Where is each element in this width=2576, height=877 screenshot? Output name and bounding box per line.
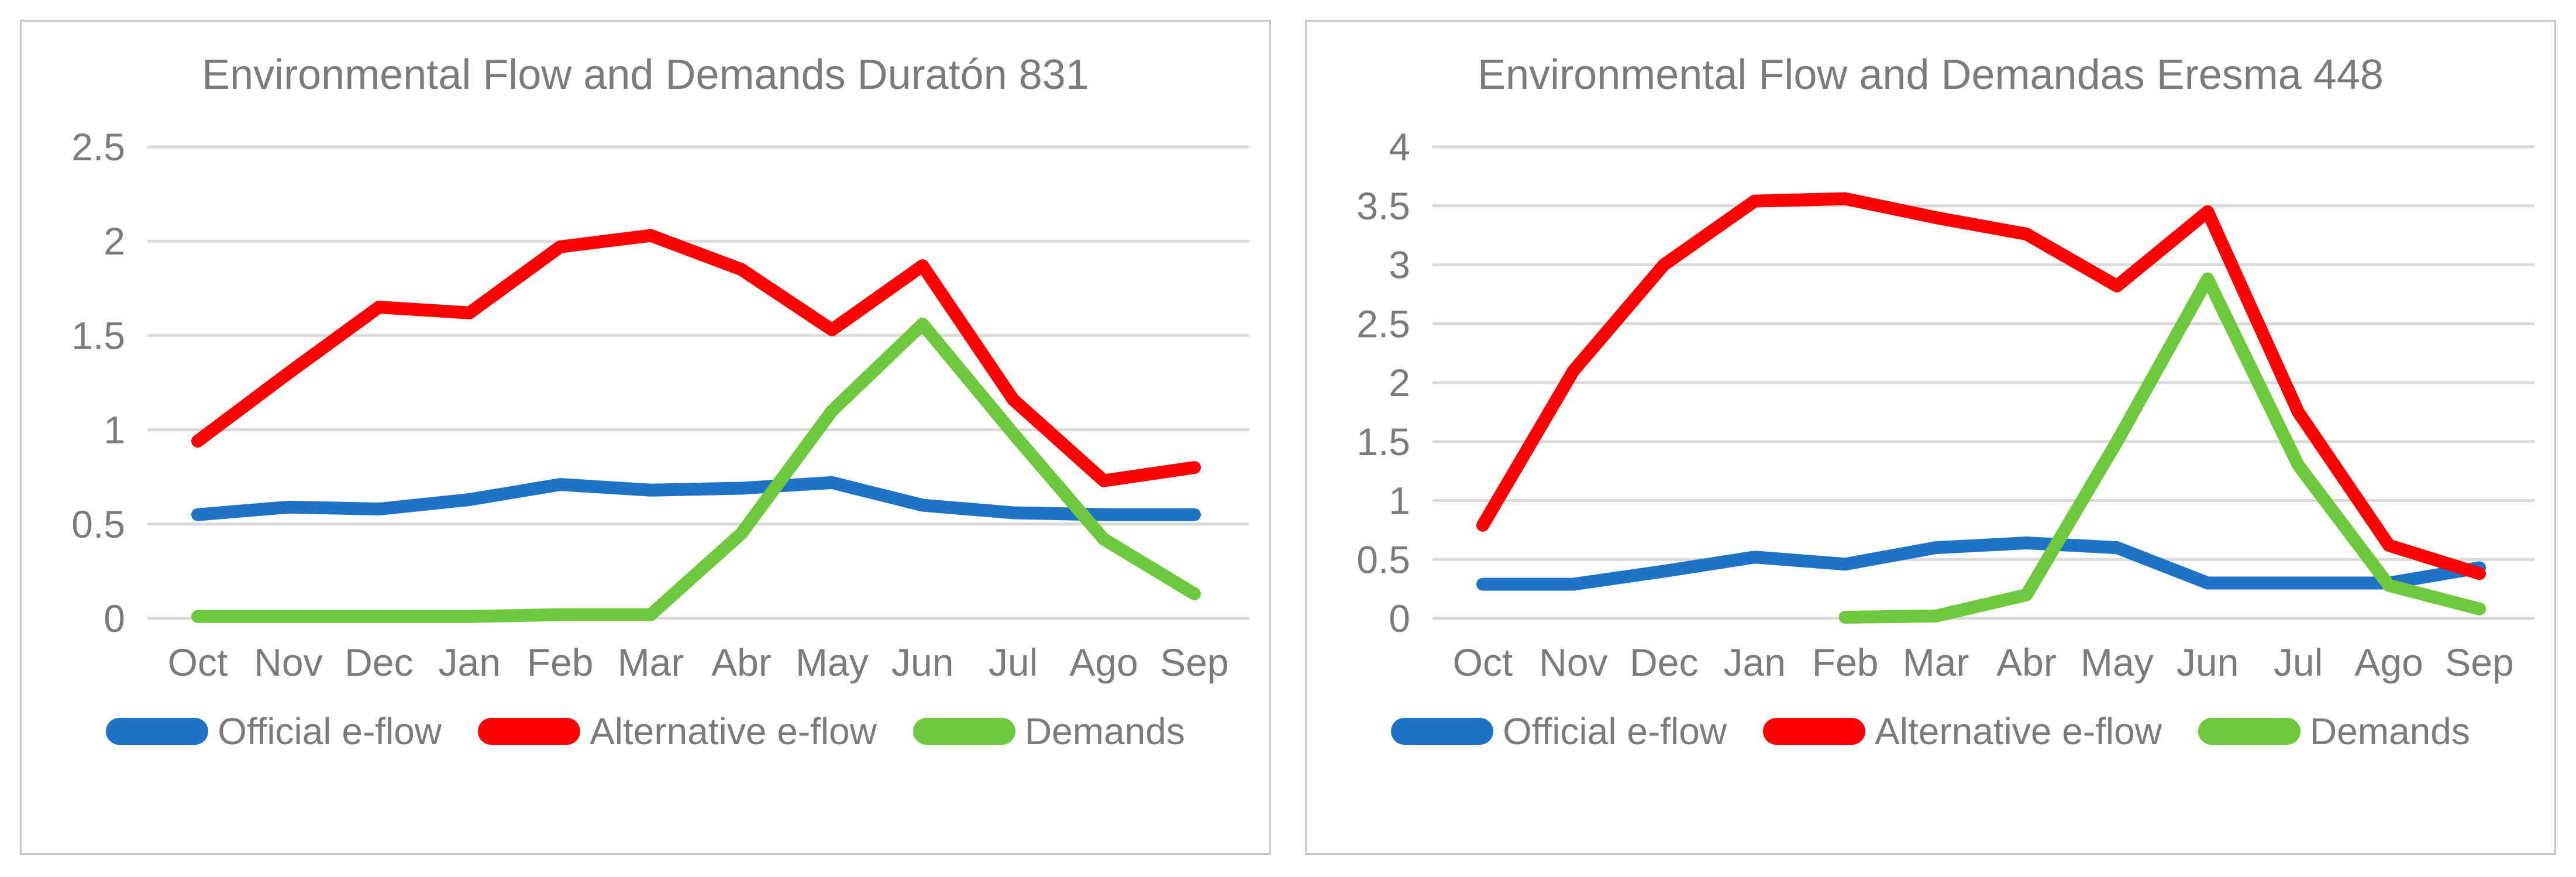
legend-label: Demands xyxy=(1024,710,1185,752)
legend-item-alternative-eflow[interactable]: Alternative e-flow xyxy=(478,710,877,753)
x-tick-label: Jan xyxy=(1723,641,1785,684)
y-tick-label: 2 xyxy=(104,219,125,263)
x-tick-label: Feb xyxy=(526,641,593,684)
series-line-demands xyxy=(191,318,1201,623)
legend-label: Official e-flow xyxy=(218,710,442,752)
y-tick-label: 0.5 xyxy=(71,503,125,546)
x-tick-label: Sep xyxy=(1160,641,1228,684)
plot-area[interactable]: 0 0.5 1 1.5 2 2.5 Oct Nov Dec Jan Feb Mar Abr May Jun J… xyxy=(23,104,1268,694)
y-tick-label: 1 xyxy=(1389,479,1410,522)
x-tick-label: Jul xyxy=(988,641,1037,684)
y-tick-label: 2 xyxy=(1389,361,1410,404)
legend-label: Alternative e-flow xyxy=(1875,710,2162,752)
x-tick-label: May xyxy=(795,641,869,684)
y-tick-label: 0 xyxy=(104,597,125,640)
series-line-official-e-flow xyxy=(191,476,1201,521)
series-line-official-e-flow xyxy=(1476,536,2486,591)
x-tick-label: Oct xyxy=(1452,641,1513,684)
series-line-demands xyxy=(1838,272,2486,624)
x-tick-label: May xyxy=(2081,641,2154,684)
chart-panel-eresma-448: Environmental Flow and Demandas Eresma 4… xyxy=(1305,20,2556,855)
legend-item-alternative-eflow[interactable]: Alternative e-flow xyxy=(1763,710,2162,753)
x-tick-label: Nov xyxy=(1539,641,1607,684)
y-tick-label: 3.5 xyxy=(1356,184,1410,228)
legend-label: Alternative e-flow xyxy=(590,710,877,752)
x-tick-label: Nov xyxy=(254,641,322,684)
legend-item-demands[interactable]: Demands xyxy=(2198,710,2470,753)
legend-swatch-alternative-eflow-icon xyxy=(478,718,581,745)
legend-item-official-eflow[interactable]: Official e-flow xyxy=(106,710,442,753)
x-tick-label: Oct xyxy=(167,641,228,684)
legend-item-official-eflow[interactable]: Official e-flow xyxy=(1391,710,1727,753)
series-line-alternative-e-flow xyxy=(191,229,1201,487)
y-tick-label: 1.5 xyxy=(1356,420,1410,463)
x-tick-label: Feb xyxy=(1812,641,1878,684)
legend: Official e-flow Alternative e-flow Deman… xyxy=(106,710,1185,753)
x-tick-label: Jul xyxy=(2273,641,2322,684)
plot-area[interactable]: 0 0.5 1 1.5 2 2.5 3 3.5 4 Oct Nov Dec Jan Feb Mar Abr Ma… xyxy=(1308,104,2553,694)
chart-title: Environmental Flow and Demands Duratón 8… xyxy=(202,51,1089,98)
legend: Official e-flow Alternative e-flow Deman… xyxy=(1391,710,2470,753)
x-tick-label: Jun xyxy=(891,641,953,684)
x-tick-label: Abr xyxy=(1996,641,2057,684)
x-tick-label: Abr xyxy=(711,641,772,684)
y-tick-label: 3 xyxy=(1389,243,1410,287)
y-tick-label: 1.5 xyxy=(71,314,125,357)
x-tick-label: Mar xyxy=(1902,641,1969,684)
series-line-alternative-e-flow xyxy=(1476,192,2486,580)
y-tick-label: 1 xyxy=(104,408,125,452)
legend-swatch-demands-icon xyxy=(912,718,1015,745)
y-tick-label: 0.5 xyxy=(1356,538,1410,581)
legend-item-demands[interactable]: Demands xyxy=(912,710,1185,753)
x-tick-label: Ago xyxy=(1069,641,1138,684)
x-tick-label: Dec xyxy=(1630,641,1698,684)
x-tick-label: Mar xyxy=(617,641,684,684)
x-tick-label: Dec xyxy=(345,641,413,684)
legend-swatch-demands-icon xyxy=(2198,718,2301,745)
legend-swatch-alternative-eflow-icon xyxy=(1763,718,1866,745)
legend-label: Demands xyxy=(2309,710,2470,752)
x-tick-label: Jun xyxy=(2176,641,2238,684)
y-tick-label: 0 xyxy=(1389,597,1410,640)
x-tick-label: Sep xyxy=(2445,641,2513,684)
y-tick-label: 2.5 xyxy=(1356,302,1410,345)
x-tick-label: Jan xyxy=(438,641,500,684)
chart-title: Environmental Flow and Demandas Eresma 4… xyxy=(1478,51,2384,98)
legend-label: Official e-flow xyxy=(1503,710,1727,752)
chart-panel-duraton-831: Environmental Flow and Demands Duratón 8… xyxy=(20,20,1271,855)
x-tick-label: Ago xyxy=(2354,641,2423,684)
y-tick-label: 4 xyxy=(1389,125,1410,168)
y-tick-label: 2.5 xyxy=(71,125,125,168)
legend-swatch-official-eflow-icon xyxy=(1391,718,1494,745)
legend-swatch-official-eflow-icon xyxy=(106,718,209,745)
